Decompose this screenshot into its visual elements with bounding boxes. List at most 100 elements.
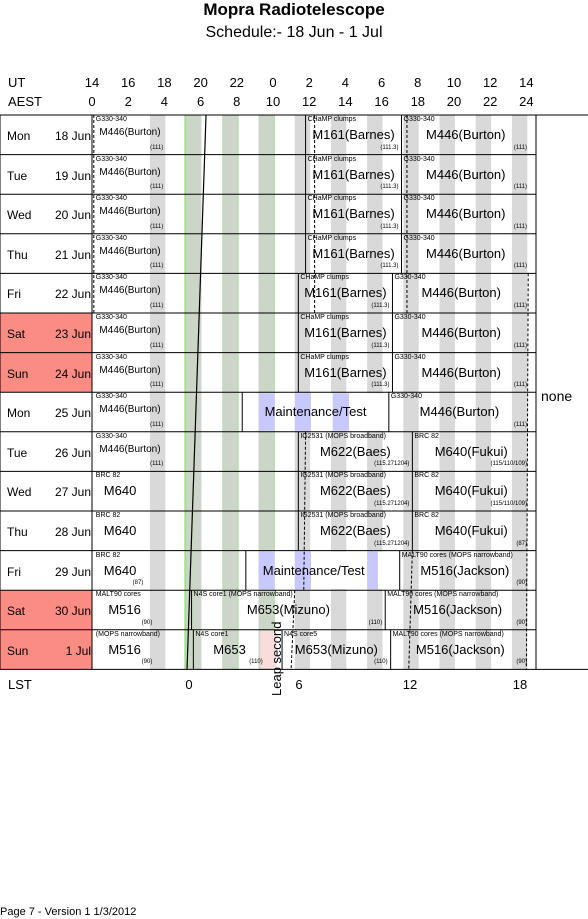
weekend-cell — [0, 352, 92, 393]
block-name: M446(Burton) — [426, 206, 506, 222]
block-number: (115.271204) — [374, 540, 410, 547]
block-top-label: (MOPS narrowband) — [95, 630, 160, 638]
block-name: M446(Burton) — [421, 364, 501, 380]
block-top-label: IG2531 (MOPS broadband) — [300, 432, 386, 440]
tick-label: 12 — [482, 75, 498, 90]
day-date: 18 Jun — [54, 129, 91, 143]
tick-label: 22 — [229, 75, 245, 90]
block-name: M161(Barnes) — [312, 206, 395, 222]
day-label: Sat 23 Jun — [7, 327, 91, 341]
block-top-label: MALT90 cores — [95, 591, 141, 599]
block-name: M516(Jackson) — [415, 641, 505, 657]
block-top-label: BRC 82 — [414, 512, 439, 519]
block-top-label: IG2531 (MOPS broadband) — [300, 512, 386, 519]
block-top-label: G330-340 — [403, 234, 435, 242]
block-number: (115/110/109) — [490, 461, 528, 468]
maintenance-stripe — [332, 393, 350, 431]
block-top-label: BRC 82 — [95, 551, 121, 559]
page-subtitle: Schedule:- 18 Jun - 1 Jul — [205, 24, 383, 41]
block-number: (111) — [513, 144, 528, 151]
block-number: (111) — [513, 263, 528, 270]
block-name: M446(Burton) — [421, 325, 501, 340]
block-name: M446(Burton) — [99, 285, 161, 297]
block-top-label: G330-340 — [390, 393, 422, 401]
leap-line — [290, 590, 296, 670]
block-number: (87) — [132, 580, 144, 587]
block-top-label: G330-340 — [95, 432, 127, 440]
day-name: Sat — [7, 604, 26, 619]
block-number: (90) — [516, 659, 528, 666]
page-title: Mopra Radiotelescope — [203, 0, 385, 19]
aest-axis-label: AEST — [8, 94, 42, 109]
block-name: M446(Burton) — [426, 245, 506, 261]
tick-label: 4 — [341, 75, 350, 90]
tick-label: 6 — [196, 94, 205, 109]
leap-second-cell — [260, 630, 277, 669]
block-name: M161(Barnes) — [312, 127, 395, 142]
block-name: M446(Burton) — [99, 166, 161, 178]
block-name: M161(Barnes) — [312, 166, 395, 182]
day-date: 26 Jun — [54, 445, 91, 460]
day-date: 24 Jun — [54, 366, 91, 381]
block-name: M161(Barnes) — [304, 285, 387, 301]
block-number: (111.3) — [371, 382, 390, 389]
block-top-label: BRC 82 — [95, 472, 121, 480]
block-top-label: G330-340 — [394, 353, 426, 361]
tick-label: 0 — [88, 94, 96, 109]
block-top-label: G330-340 — [95, 234, 127, 242]
block-number: (90) — [516, 619, 528, 626]
day-label: Sun 1 Jul — [7, 644, 91, 658]
tick-label: 10 — [265, 94, 281, 109]
day-date: 28 Jun — [54, 525, 91, 539]
tick-label: 14 — [84, 75, 100, 90]
day-label: Fri 29 Jun — [7, 565, 91, 579]
block-number: (111) — [513, 223, 528, 230]
block-name: M446(Burton) — [99, 127, 161, 138]
block-name: M161(Barnes) — [312, 245, 395, 261]
tick-label: 18 — [512, 677, 528, 692]
leap-second-label: Leap second — [269, 621, 284, 696]
day-name: Thu — [7, 247, 28, 262]
block-name: M446(Burton) — [99, 206, 161, 218]
block-number: (111.3) — [380, 223, 399, 230]
dash-marker — [303, 431, 307, 591]
block-number: (90) — [516, 580, 528, 587]
day-date: 25 Jun — [54, 406, 91, 421]
block-name: M446(Burton) — [99, 245, 161, 257]
block-name: M161(Barnes) — [304, 364, 387, 380]
none-note: none — [541, 388, 573, 404]
day-name: Thu — [7, 525, 28, 539]
block-top-label: N4S core5 — [284, 630, 318, 638]
maintenance-stripe — [258, 551, 275, 590]
block-number: (115.271204) — [374, 501, 410, 507]
block-name: M516(Jackson) — [413, 602, 503, 618]
day-label: Fri 22 Jun — [7, 287, 91, 301]
block-number: (90) — [141, 619, 153, 626]
block-name: Maintenance/Test — [264, 404, 367, 420]
block-top-label: G330-340 — [403, 116, 435, 123]
block-name: M653(Mizuno) — [246, 602, 330, 618]
block-name: M446(Burton) — [426, 127, 506, 142]
day-label: Wed 27 Jun — [7, 485, 91, 499]
day-name: Mon — [7, 406, 31, 421]
block-name: M622(Baes) — [319, 443, 391, 459]
tick-label: 16 — [374, 94, 389, 109]
block-number: (111) — [513, 342, 528, 349]
weekend-cell — [0, 629, 92, 670]
day-date: 29 Jun — [54, 564, 91, 579]
weekend-cell — [0, 590, 92, 630]
footer-text: Page 7 - Version 1 1/3/2012 — [0, 906, 137, 918]
block-top-label: G330-340 — [95, 195, 127, 203]
tick-label: 22 — [482, 94, 498, 109]
block-number: (111) — [150, 184, 164, 191]
tick-label: 10 — [446, 75, 462, 90]
block-number: (111) — [513, 382, 528, 389]
block-name: M516(Jackson) — [420, 562, 510, 578]
tick-label: 6 — [295, 677, 303, 692]
day-label: Sat 30 Jun — [7, 604, 91, 618]
block-top-label: MALT90 cores (MOPS narrowband) — [392, 630, 504, 638]
block-number: (111) — [150, 421, 164, 428]
block-number: (111) — [513, 421, 528, 428]
day-label: Wed 20 Jun — [7, 208, 91, 222]
block-number: (111) — [150, 223, 164, 230]
